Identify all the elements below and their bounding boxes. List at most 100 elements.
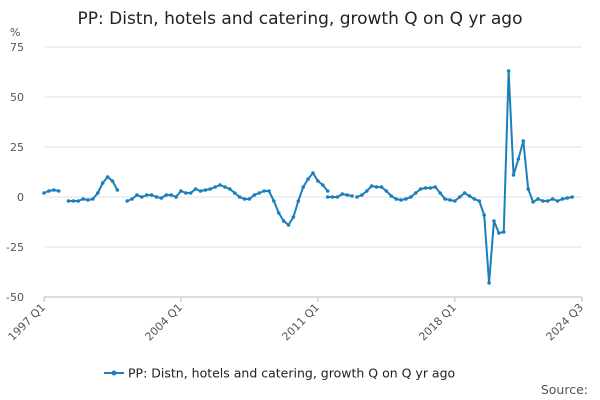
data-point[interactable] [423,186,428,190]
data-point[interactable] [497,231,501,235]
data-point[interactable] [541,199,545,203]
data-point[interactable] [492,219,496,223]
data-point[interactable] [96,191,100,195]
data-point[interactable] [81,197,85,201]
data-point[interactable] [169,193,173,197]
data-point[interactable] [242,197,247,201]
data-point[interactable] [506,69,511,73]
data-point[interactable] [516,157,521,161]
data-point[interactable] [208,187,213,191]
data-point[interactable] [193,187,198,191]
data-point[interactable] [198,189,203,193]
data-point[interactable] [482,213,486,217]
data-point[interactable] [237,195,242,199]
data-point[interactable] [130,197,134,201]
data-point[interactable] [433,185,438,189]
data-point[interactable] [365,189,369,193]
data-point[interactable] [487,281,491,285]
data-point[interactable] [91,197,95,201]
data-point[interactable] [100,181,105,185]
data-point[interactable] [218,183,222,187]
data-point[interactable] [404,197,408,201]
data-point[interactable] [409,195,413,199]
data-point[interactable] [399,198,403,202]
data-point[interactable] [316,179,320,183]
data-point[interactable] [125,199,129,203]
data-point[interactable] [477,199,482,203]
data-point[interactable] [526,187,530,191]
data-point[interactable] [267,189,271,193]
data-point[interactable] [228,187,232,191]
data-point[interactable] [521,139,526,143]
data-point[interactable] [257,191,262,195]
data-point[interactable] [115,188,120,192]
data-point[interactable] [301,185,306,189]
data-point[interactable] [418,187,423,191]
data-point[interactable] [438,191,442,195]
data-point[interactable] [164,193,169,197]
data-point[interactable] [311,171,315,175]
data-point[interactable] [286,223,291,227]
data-point[interactable] [462,191,467,195]
data-point[interactable] [369,184,374,188]
data-point[interactable] [144,193,149,197]
data-point[interactable] [86,198,90,202]
data-point[interactable] [443,197,447,201]
data-point[interactable] [531,200,535,204]
data-point[interactable] [335,195,340,199]
data-point[interactable] [345,193,350,197]
data-point[interactable] [135,193,139,197]
data-point[interactable] [384,189,389,193]
data-point[interactable] [394,197,398,201]
data-point[interactable] [330,195,335,199]
source-label[interactable]: Source: [541,382,588,397]
data-point[interactable] [355,195,359,199]
data-point[interactable] [203,188,208,192]
data-point[interactable] [467,194,472,198]
data-point[interactable] [232,191,237,195]
data-point[interactable] [453,199,457,203]
data-point[interactable] [179,189,183,193]
data-point[interactable] [154,195,159,199]
data-point[interactable] [272,199,276,203]
data-point[interactable] [296,199,301,203]
data-point[interactable] [560,197,565,201]
legend[interactable]: PP: Distn, hotels and catering, growth Q… [104,366,455,381]
data-point[interactable] [149,193,154,197]
data-point[interactable] [252,193,257,197]
data-point[interactable] [325,195,330,199]
data-point[interactable] [360,193,364,197]
data-point[interactable] [262,189,266,193]
data-point[interactable] [428,186,433,190]
data-point[interactable] [76,199,81,203]
data-point[interactable] [550,197,555,201]
data-point[interactable] [51,188,56,192]
data-point[interactable] [448,198,452,202]
data-point[interactable] [501,230,506,234]
data-point[interactable] [140,195,144,199]
data-point[interactable] [389,194,394,198]
data-point[interactable] [472,197,477,201]
data-point[interactable] [213,185,217,189]
data-point[interactable] [159,196,164,200]
data-point[interactable] [325,189,330,193]
data-point[interactable] [174,195,178,199]
data-point[interactable] [223,185,227,189]
data-point[interactable] [276,211,281,215]
data-point[interactable] [340,192,345,196]
data-point[interactable] [291,215,296,219]
data-point[interactable] [350,194,354,198]
data-point[interactable] [374,185,379,189]
data-point[interactable] [536,197,540,201]
data-point[interactable] [320,183,325,187]
data-point[interactable] [56,189,61,193]
data-point[interactable] [457,195,462,199]
data-point[interactable] [413,191,418,195]
data-point[interactable] [71,199,76,203]
data-point[interactable] [281,219,286,223]
data-point[interactable] [42,191,46,195]
data-point[interactable] [110,179,115,183]
data-point[interactable] [565,196,570,200]
data-point[interactable] [511,173,516,177]
data-point[interactable] [555,199,560,203]
